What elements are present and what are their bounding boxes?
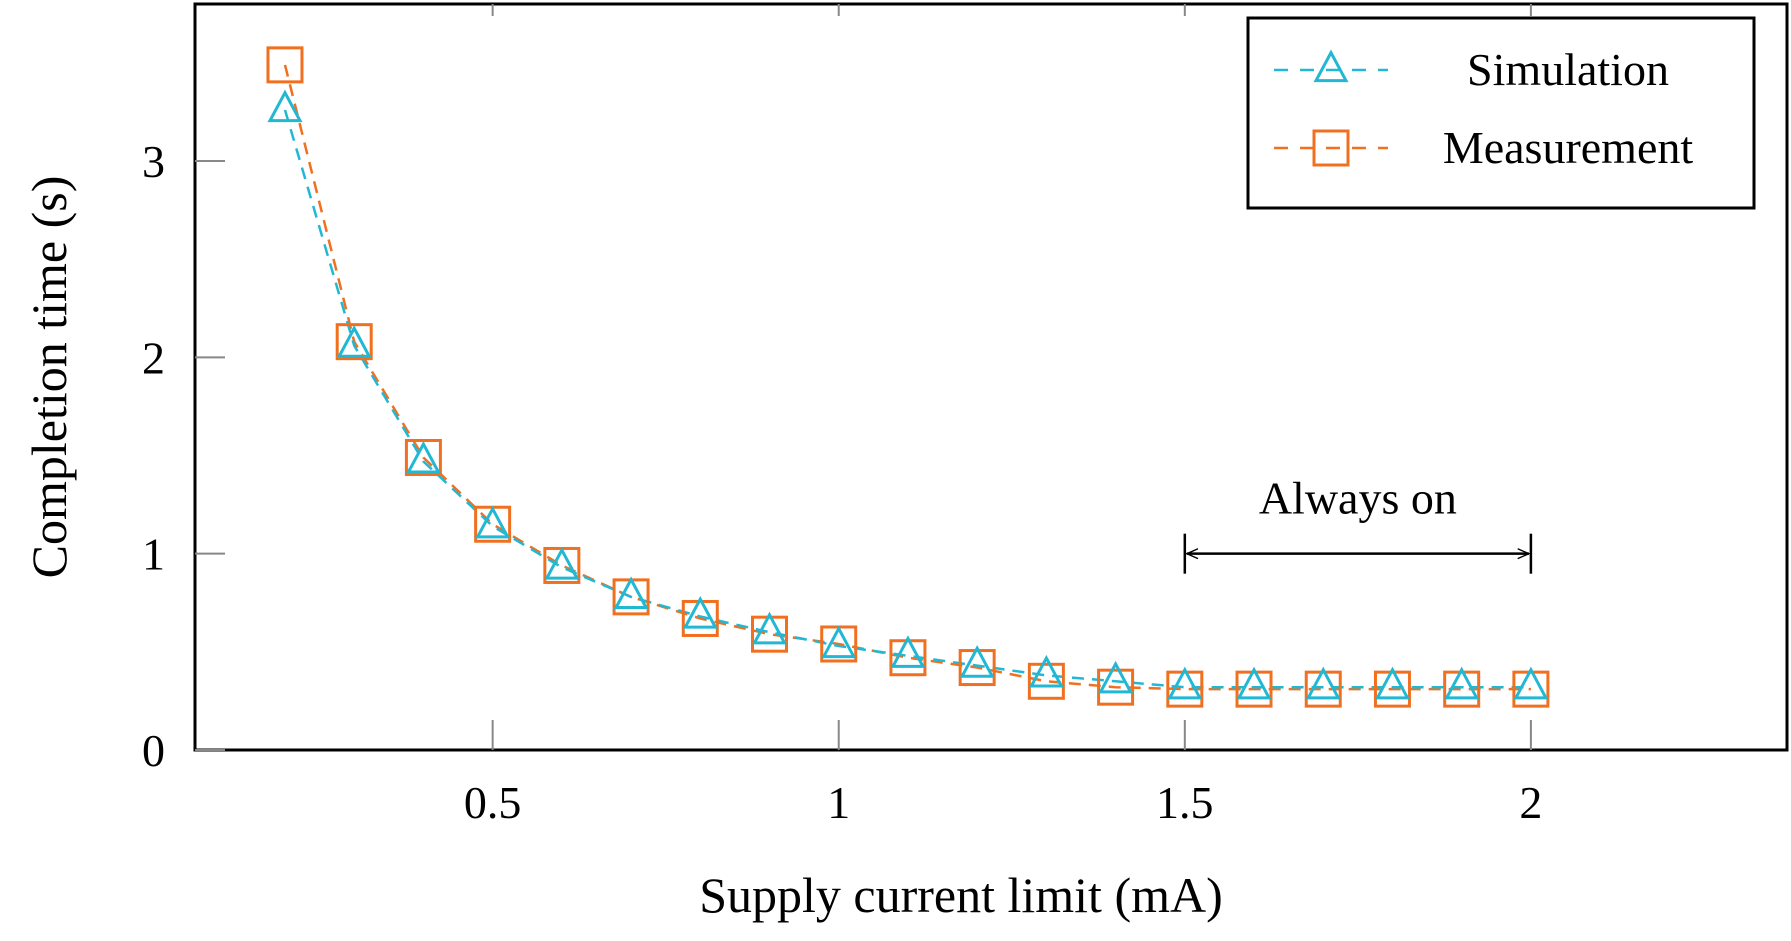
data-point-simulation (544, 546, 580, 580)
legend-marker-simulation (1313, 49, 1349, 83)
plot-frame (193, 2, 1789, 752)
data-point-simulation (405, 440, 441, 474)
data-point-simulation (890, 635, 926, 668)
y-tick-label: 0 (142, 725, 165, 776)
x-tick-label: 1 (827, 777, 850, 828)
data-point-simulation (821, 625, 857, 659)
data-point-simulation (1098, 660, 1134, 694)
data-point-measurement (1027, 662, 1065, 700)
data-point-measurement (1097, 668, 1135, 706)
x-tick-label: 2 (1519, 777, 1542, 828)
annotation-label: Always on (1259, 473, 1457, 524)
y-tick-label: 1 (142, 529, 165, 580)
y-tick-label: 3 (142, 136, 165, 187)
data-point-simulation (1236, 666, 1272, 700)
x-tick-label: 1.5 (1156, 777, 1214, 828)
data-point-measurement (266, 46, 304, 84)
data-point-simulation (751, 611, 788, 645)
legend-marker-measurement (1312, 129, 1350, 167)
data-point-simulation (613, 576, 649, 610)
data-point-simulation (1513, 666, 1549, 700)
data-point-simulation (682, 595, 718, 629)
data-point-simulation (336, 325, 372, 358)
data-point-simulation (1444, 666, 1480, 700)
data-point-simulation (1305, 666, 1341, 700)
y-axis-label: Completion time (s) (21, 176, 77, 579)
y-tick-label: 2 (142, 332, 165, 383)
data-point-simulation (475, 505, 511, 539)
data-point-simulation (267, 89, 303, 123)
data-point-measurement (335, 323, 373, 361)
data-point-simulation (1167, 666, 1203, 700)
x-tick-label: 0.5 (464, 777, 522, 828)
data-point-simulation (959, 645, 995, 678)
data-point-simulation (1374, 666, 1410, 700)
x-axis-label: Supply current limit (mA) (699, 867, 1223, 923)
series-line-simulation (283, 109, 1531, 689)
data-point-simulation (1028, 654, 1064, 688)
legend-label-simulation: Simulation (1467, 44, 1669, 95)
legend-label-measurement: Measurement (1443, 122, 1694, 173)
data-point-measurement (404, 438, 442, 476)
legend-box (1246, 16, 1756, 210)
